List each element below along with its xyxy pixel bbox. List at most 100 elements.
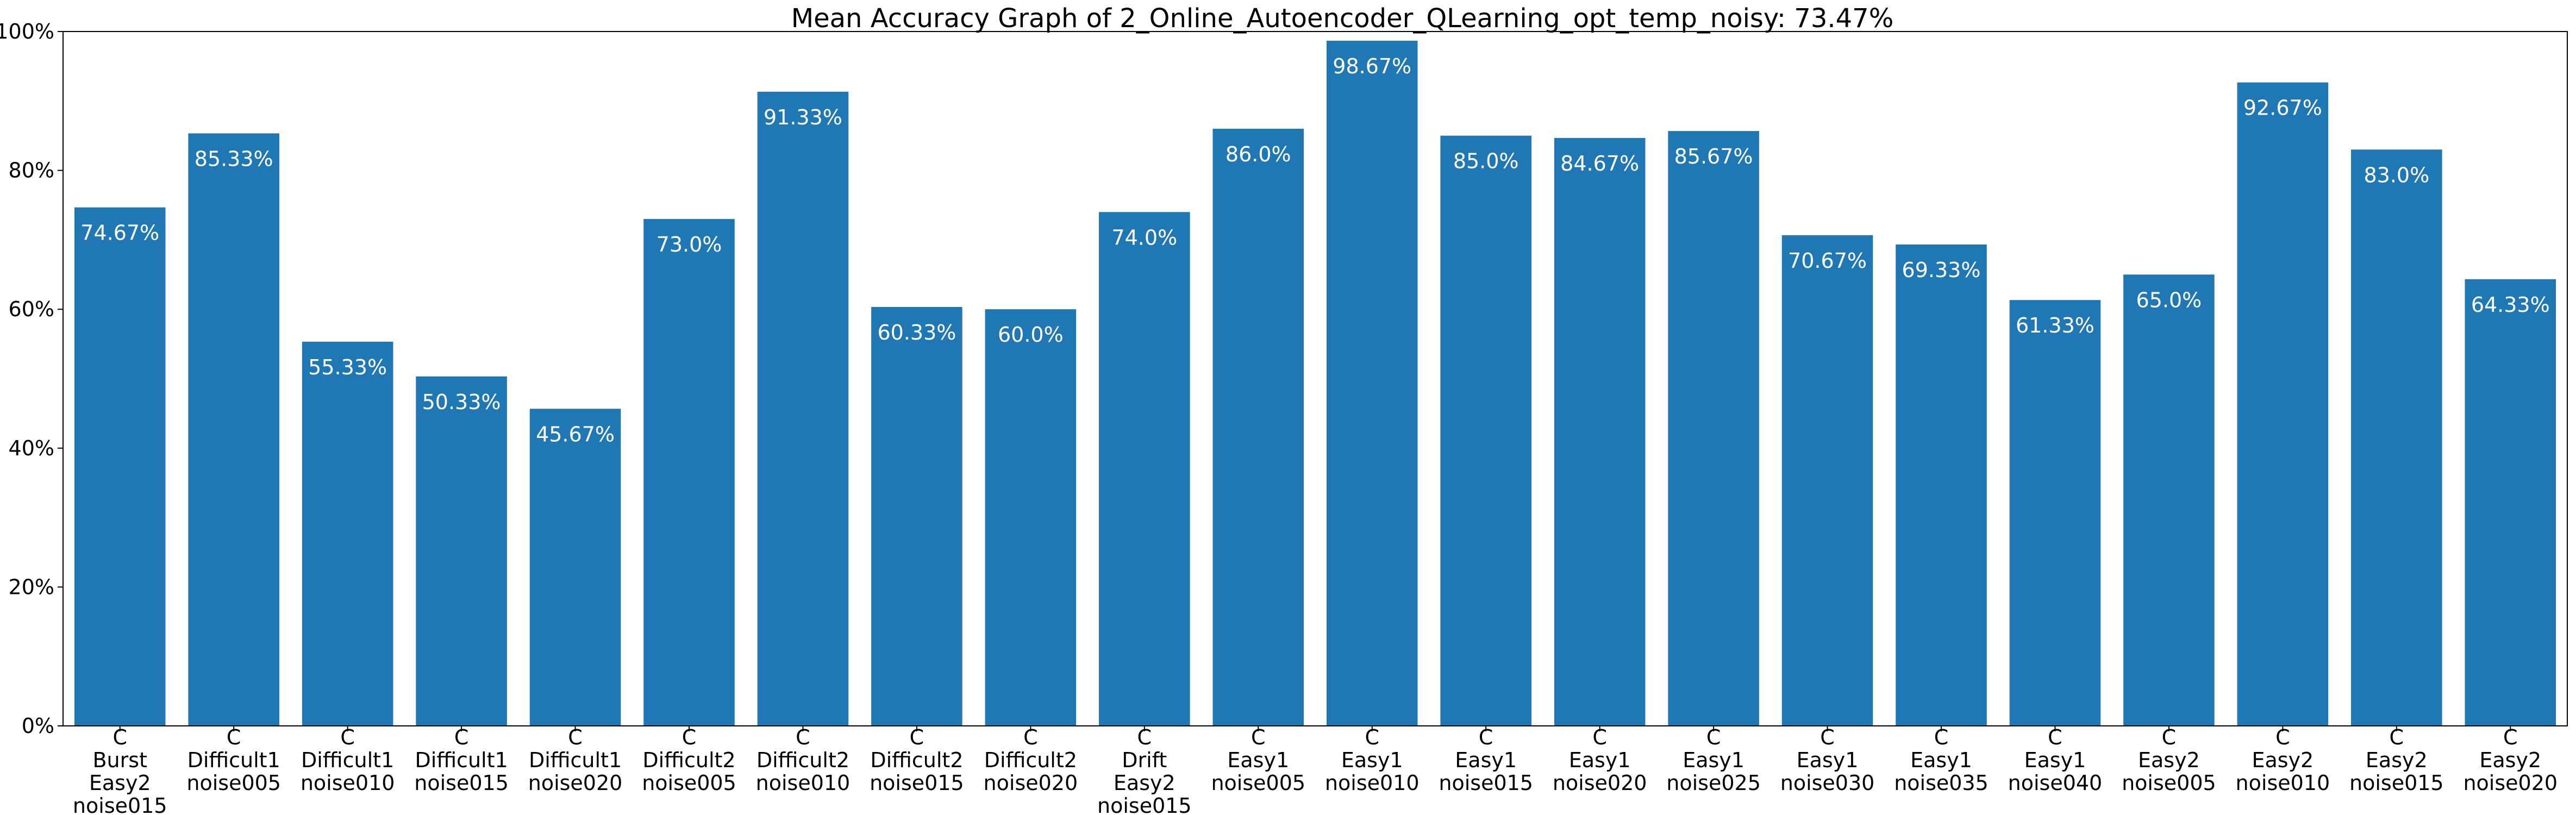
- x-tick-label: C Easy2 noise020: [2463, 725, 2558, 795]
- x-tick-label-line: noise010: [1325, 771, 1420, 795]
- plot-frame: [62, 31, 2568, 726]
- x-tick-label-line: C: [2162, 725, 2177, 749]
- bar: [1668, 131, 1759, 726]
- bar: [416, 376, 507, 726]
- bar-value-label: 86.0%: [1226, 142, 1291, 166]
- x-tick-label-line: noise020: [1553, 771, 1647, 795]
- bar-value-label: 60.0%: [998, 323, 1064, 347]
- bar-value-label: 74.67%: [80, 221, 159, 245]
- x-tick-label-line: Easy2: [2479, 748, 2541, 772]
- x-tick-label-line: noise005: [2122, 771, 2216, 795]
- x-tick-label-line: noise010: [756, 771, 851, 795]
- x-tick-label-line: Difficult1: [187, 748, 280, 772]
- bars-layer: 74.67% 85.33% 55.33% 50.33% 45.67% 73.0% 91.33…: [74, 40, 2556, 726]
- x-tick-label-line: Difficult2: [984, 748, 1077, 772]
- y-tick-label: 100%: [0, 20, 54, 43]
- x-tick-label-line: noise015: [414, 771, 509, 795]
- bar-value-label: 70.67%: [1788, 249, 1867, 273]
- x-tick-label: C Easy2 noise005: [2122, 725, 2216, 795]
- bar-value-label: 45.67%: [536, 422, 615, 446]
- bar: [2465, 279, 2556, 726]
- x-tick-label-line: Easy2: [89, 771, 151, 795]
- bar: [1554, 137, 1646, 726]
- x-tick-label-line: noise005: [1211, 771, 1305, 795]
- x-tick-label-line: Easy2: [2366, 748, 2428, 772]
- x-tick-label-line: C: [2048, 725, 2062, 749]
- x-tick-label-line: noise005: [642, 771, 736, 795]
- x-tick-label-line: C: [910, 725, 924, 749]
- x-tick-label: C Difficult1 noise005: [186, 725, 281, 795]
- x-tick-label-line: C: [682, 725, 697, 749]
- bar-value-label: 69.33%: [1902, 258, 1981, 282]
- bar: [2009, 300, 2101, 726]
- x-tick-label: C Easy2 noise010: [2236, 725, 2330, 795]
- bar-value-label: 85.67%: [1674, 145, 1753, 168]
- x-tick-label: C Easy1 noise010: [1325, 725, 1420, 795]
- x-tick-label: C Difficult2 noise020: [984, 725, 1078, 795]
- x-tick-label-line: Difficult2: [870, 748, 963, 772]
- x-tick-label-line: noise040: [2008, 771, 2103, 795]
- x-tick-label-line: C: [1934, 725, 1949, 749]
- x-tick-label: C Difficult2 noise010: [756, 725, 851, 795]
- x-tick-label-line: noise025: [1666, 771, 1761, 795]
- x-tick-label-line: Difficult1: [415, 748, 508, 772]
- x-tick-label-line: noise035: [1894, 771, 1989, 795]
- y-axis: 0% 20% 40% 60% 80% 100%: [0, 20, 63, 738]
- x-tick-label-line: Easy2: [2138, 748, 2200, 772]
- bar-value-label: 55.33%: [308, 355, 387, 379]
- bar-value-label: 98.67%: [1333, 54, 1411, 78]
- bar: [302, 341, 393, 726]
- x-tick-label-line: C: [2503, 725, 2518, 749]
- x-tick-label-line: C: [2275, 725, 2290, 749]
- bar: [1896, 244, 1987, 726]
- bar-value-label: 85.0%: [1453, 149, 1519, 173]
- x-tick-label-line: Easy1: [1227, 748, 1289, 772]
- x-tick-label-line: Difficult1: [529, 748, 622, 772]
- x-tick-label: C Difficult1 noise010: [301, 725, 395, 795]
- x-tick-label-line: Easy1: [1683, 748, 1745, 772]
- bar-value-label: 84.67%: [1560, 152, 1639, 175]
- x-tick-label: C Easy1 noise020: [1553, 725, 1647, 795]
- bar-value-label: 74.0%: [1111, 225, 1177, 249]
- bar-value-label: 92.67%: [2243, 96, 2322, 120]
- x-tick-label-line: Easy1: [1910, 748, 1972, 772]
- x-tick-label-line: noise020: [984, 771, 1078, 795]
- x-tick-label-line: C: [340, 725, 355, 749]
- x-tick-label-line: noise015: [1097, 794, 1192, 815]
- bar-value-label: 91.33%: [764, 105, 842, 129]
- x-tick-label-line: Easy2: [2252, 748, 2314, 772]
- x-tick-label: C Easy1 noise030: [1780, 725, 1875, 795]
- x-tick-label-line: Difficult2: [756, 748, 849, 772]
- x-tick-label: C Burst Easy2 noise015: [73, 725, 167, 815]
- y-tick-label: 60%: [9, 297, 54, 321]
- x-tick-label: C Easy1 noise005: [1211, 725, 1305, 795]
- x-tick-label-line: C: [1137, 725, 1152, 749]
- y-tick-label: 80%: [9, 159, 54, 183]
- x-tick-label-line: Difficult1: [301, 748, 394, 772]
- x-tick-label-line: noise015: [870, 771, 964, 795]
- y-tick-label: 40%: [9, 436, 54, 460]
- bar: [871, 306, 962, 726]
- x-tick-label-line: C: [1820, 725, 1835, 749]
- bar: [1781, 235, 1873, 726]
- x-tick-label-line: Drift: [1122, 748, 1167, 772]
- bar: [757, 91, 849, 726]
- chart-title: Mean Accuracy Graph of 2_Online_Autoenco…: [791, 3, 1894, 34]
- x-tick-label: C Difficult1 noise015: [414, 725, 509, 795]
- bar-value-label: 73.0%: [656, 233, 722, 256]
- bar: [643, 219, 735, 726]
- x-tick-label-line: C: [2390, 725, 2404, 749]
- bar-value-label: 65.0%: [2136, 288, 2202, 312]
- x-tick-label-line: Easy1: [1569, 748, 1631, 772]
- bar: [74, 207, 166, 726]
- x-tick-label: C Easy1 noise015: [1439, 725, 1533, 795]
- bar: [985, 309, 1077, 726]
- x-tick-label-line: noise010: [2236, 771, 2330, 795]
- x-tick-label: C Difficult2 noise015: [870, 725, 964, 795]
- bar: [1099, 212, 1190, 726]
- x-tick-label-line: Difficult2: [642, 748, 735, 772]
- x-tick-label: C Easy1 noise025: [1666, 725, 1761, 795]
- x-tick-label: C Easy1 noise040: [2008, 725, 2103, 795]
- x-tick-label-line: C: [568, 725, 583, 749]
- bar: [2123, 274, 2215, 726]
